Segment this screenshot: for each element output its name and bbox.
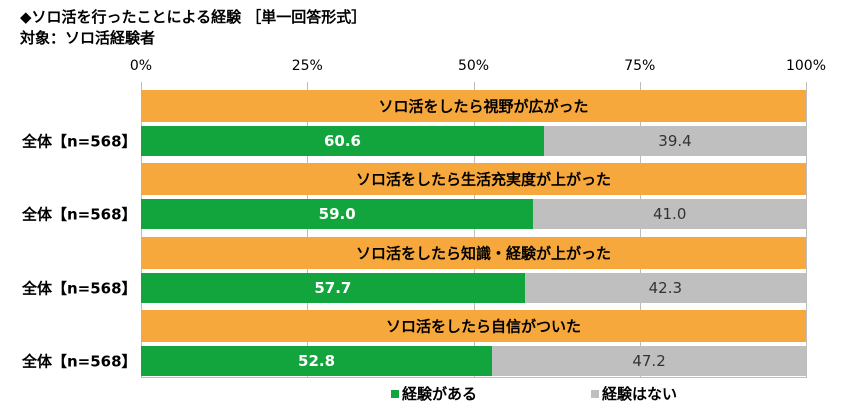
value-yes: 52.8 xyxy=(298,351,336,370)
value-no: 41.0 xyxy=(652,205,687,224)
gridline xyxy=(806,82,807,378)
tick-label: 75% xyxy=(624,58,656,74)
legend-swatch-no xyxy=(591,389,599,398)
header-bar xyxy=(141,309,806,342)
header-bar xyxy=(141,163,806,196)
value-yes: 59.0 xyxy=(318,205,356,224)
gridline xyxy=(141,82,142,378)
bar-yes xyxy=(141,199,534,230)
bar-no xyxy=(533,199,806,230)
value-yes: 57.7 xyxy=(314,278,352,297)
tick-label: 25% xyxy=(291,58,323,74)
row-label: 全体【n=568】 xyxy=(22,205,137,224)
legend-yes: 経験がある xyxy=(391,383,477,404)
row-label: 全体【n=568】 xyxy=(22,352,137,371)
bar-no xyxy=(543,126,806,156)
gridline xyxy=(473,82,475,378)
legend-label-yes: 経験がある xyxy=(402,385,478,403)
legend-label-no: 経験はない xyxy=(602,385,678,403)
legend-swatch-yes xyxy=(391,389,399,398)
header-label: ソロ活をしたら知識・経験が上がった xyxy=(355,244,612,263)
bar-yes xyxy=(141,272,525,303)
bar-no xyxy=(524,272,806,303)
legend-no: 経験はない xyxy=(591,383,677,404)
header-bar xyxy=(141,236,806,269)
axis-bottom xyxy=(141,377,806,378)
bar-no xyxy=(492,345,806,376)
header-label: ソロ活をしたら自信がついた xyxy=(385,317,582,336)
value-yes: 60.6 xyxy=(323,132,361,150)
tick-label: 0% xyxy=(129,58,153,74)
tick-label: 100% xyxy=(785,58,827,74)
value-no: 47.2 xyxy=(632,351,666,370)
value-no: 39.4 xyxy=(658,132,692,150)
header-label: ソロ活をしたら生活充実度が上がった xyxy=(355,170,612,189)
row-label: 全体【n=568】 xyxy=(22,279,137,298)
gridline xyxy=(639,82,641,378)
chart-title: ◆ソロ活を行ったことによる経験 ［単一回答形式］ xyxy=(20,8,367,26)
row-label: 全体【n=568】 xyxy=(22,132,137,151)
bar-yes xyxy=(141,126,544,156)
tick-label: 50% xyxy=(457,58,490,74)
header-bar xyxy=(141,90,806,122)
chart-subtitle: 対象：ソロ活経験者 xyxy=(20,29,156,47)
value-no: 42.3 xyxy=(648,278,683,297)
bar-yes xyxy=(141,345,493,376)
gridline xyxy=(307,82,309,378)
header-label: ソロ活をしたら視野が広がった xyxy=(378,97,589,116)
